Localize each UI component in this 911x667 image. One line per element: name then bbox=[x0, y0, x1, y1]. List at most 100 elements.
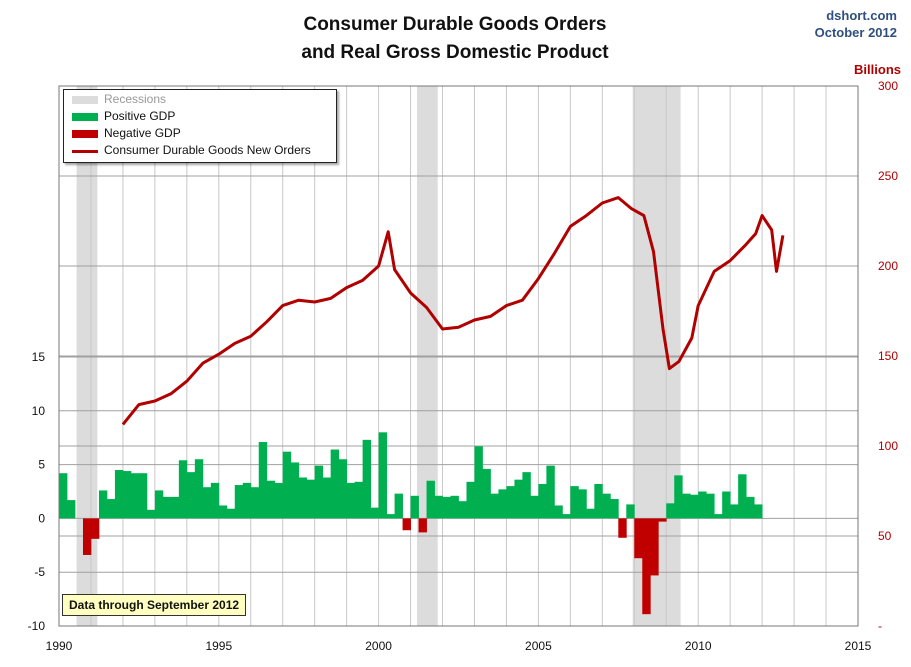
gdp-bar bbox=[194, 459, 204, 519]
legend: Recessions Positive GDP Negative GDP Con… bbox=[63, 89, 337, 163]
gdp-bar bbox=[226, 508, 236, 519]
gdp-bar bbox=[674, 475, 683, 519]
legend-swatch-positive-gdp bbox=[72, 113, 98, 121]
gdp-bar bbox=[746, 496, 755, 519]
gdp-bar bbox=[562, 514, 571, 519]
gdp-bar bbox=[402, 518, 411, 531]
gdp-bar bbox=[418, 518, 427, 533]
gdp-bar bbox=[282, 451, 292, 519]
gdp-bar bbox=[498, 489, 507, 519]
chart-subtitle: and Real Gross Domestic Product bbox=[301, 42, 609, 63]
legend-label: Positive GDP bbox=[104, 109, 176, 123]
gdp-bar bbox=[114, 469, 124, 519]
gdp-bar bbox=[738, 474, 747, 519]
x-tick-label: 2005 bbox=[525, 639, 552, 653]
date-label: October 2012 bbox=[814, 25, 897, 40]
gdp-bar bbox=[154, 490, 164, 519]
gdp-bar bbox=[394, 493, 403, 519]
gdp-bar bbox=[730, 504, 739, 519]
gdp-bar bbox=[106, 499, 116, 519]
left-tick-label: -5 bbox=[34, 565, 45, 579]
legend-label: Recessions bbox=[104, 92, 167, 106]
gdp-bar bbox=[298, 477, 308, 519]
gdp-bar bbox=[602, 493, 611, 519]
left-tick-label: -10 bbox=[28, 619, 46, 633]
gdp-bar bbox=[522, 472, 531, 519]
gdp-bar bbox=[362, 439, 372, 519]
gdp-bar bbox=[138, 473, 148, 519]
gdp-bar bbox=[490, 493, 499, 519]
gdp-bar bbox=[218, 505, 228, 519]
gdp-bar bbox=[442, 496, 451, 519]
gdp-bar bbox=[466, 481, 475, 519]
right-tick-label: 100 bbox=[878, 439, 898, 453]
plot-border bbox=[58, 85, 859, 627]
gdp-bar bbox=[618, 518, 627, 538]
gdp-bar bbox=[274, 482, 284, 519]
gdp-bar bbox=[626, 504, 635, 519]
gdp-bar bbox=[290, 462, 300, 519]
right-axis-label: Billions bbox=[854, 62, 901, 77]
gdp-bar bbox=[90, 518, 100, 539]
gdp-bar bbox=[714, 514, 723, 519]
gdp-bar bbox=[698, 491, 707, 519]
gdp-bar bbox=[162, 496, 172, 519]
gdp-bar bbox=[354, 481, 364, 519]
gdp-bar bbox=[482, 468, 491, 519]
x-tick-label: 2010 bbox=[685, 639, 712, 653]
gdp-bar bbox=[634, 518, 643, 559]
gdp-bar bbox=[386, 514, 395, 519]
legend-swatch-negative-gdp bbox=[72, 130, 98, 138]
gdp-bar bbox=[178, 460, 188, 519]
x-tick-label: 2015 bbox=[845, 639, 872, 653]
gdp-bar bbox=[322, 477, 332, 519]
gdp-bar bbox=[690, 494, 699, 519]
gdp-bar bbox=[346, 482, 356, 519]
orders-line bbox=[121, 196, 785, 426]
x-tick-label: 2000 bbox=[365, 639, 392, 653]
gdp-bar bbox=[242, 482, 252, 519]
gdp-bar bbox=[98, 490, 108, 519]
gdp-bar bbox=[506, 486, 515, 519]
gdp-bar bbox=[682, 493, 691, 519]
gdp-bar bbox=[546, 465, 555, 519]
right-tick-label: 200 bbox=[878, 259, 898, 273]
gdp-bar bbox=[258, 442, 268, 519]
gdp-bar bbox=[594, 483, 603, 519]
left-tick-label: 15 bbox=[32, 350, 46, 364]
gdp-bar bbox=[474, 446, 483, 519]
gdp-bar bbox=[306, 479, 316, 519]
gdp-bar bbox=[59, 473, 68, 519]
gdp-bar bbox=[754, 504, 763, 519]
gdp-bar bbox=[210, 482, 220, 519]
legend-label: Consumer Durable Goods New Orders bbox=[104, 143, 311, 157]
right-tick-label: 300 bbox=[878, 79, 898, 93]
gdp-bar bbox=[570, 486, 579, 519]
gdp-bar bbox=[658, 518, 667, 522]
right-tick-label: 50 bbox=[878, 529, 892, 543]
right-tick-label: 150 bbox=[878, 349, 898, 363]
gdp-bar bbox=[146, 509, 156, 519]
left-tick-label: 10 bbox=[32, 404, 46, 418]
legend-label: Negative GDP bbox=[104, 126, 181, 140]
gdp-bar bbox=[722, 491, 731, 519]
gdp-bar bbox=[66, 500, 76, 519]
gdp-bar bbox=[450, 495, 459, 519]
data-note: Data through September 2012 bbox=[62, 594, 247, 616]
gdp-bar bbox=[186, 472, 196, 519]
gdp-bar bbox=[266, 480, 276, 519]
gdp-bar bbox=[202, 487, 212, 519]
gdp-bar bbox=[434, 495, 443, 519]
gdp-bar bbox=[234, 485, 244, 519]
legend-swatch-orders bbox=[72, 150, 98, 153]
gdp-bar bbox=[378, 432, 387, 519]
gdp-bar bbox=[314, 465, 324, 519]
source-label: dshort.com bbox=[826, 8, 897, 23]
gdp-bar bbox=[250, 487, 260, 519]
gdp-bar bbox=[530, 495, 539, 519]
chart-title: Consumer Durable Goods Orders bbox=[303, 14, 607, 35]
gdp-bar bbox=[170, 496, 180, 519]
gdp-bar bbox=[122, 471, 132, 519]
